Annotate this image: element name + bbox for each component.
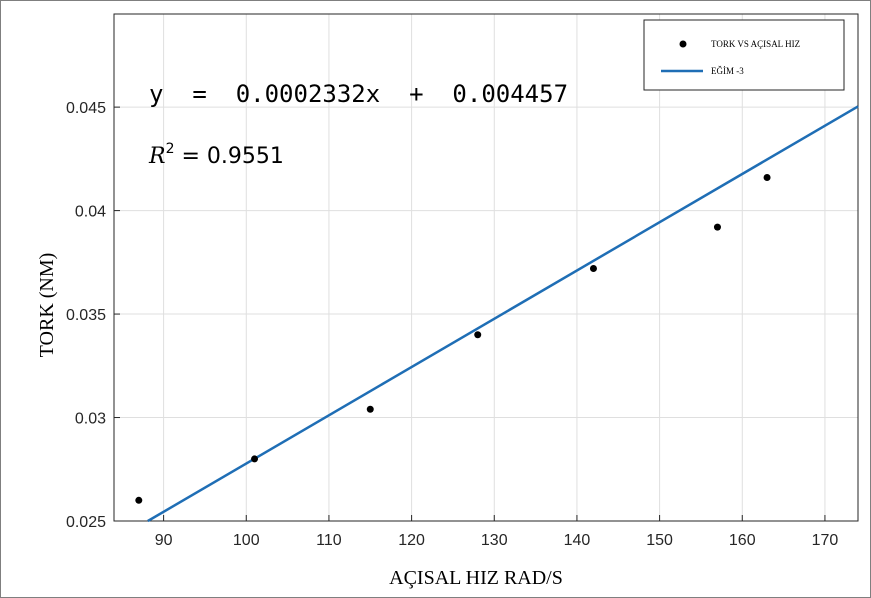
x-tick-label: 160 (729, 532, 756, 549)
legend-box (643, 19, 845, 91)
data-point (135, 496, 143, 504)
data-point (589, 265, 597, 273)
y-tick-label: 0.045 (66, 100, 106, 117)
x-tick-label: 150 (646, 532, 673, 549)
x-tick-label: 90 (155, 532, 173, 549)
legend: TORK VS AÇISAL HIZ EĞİM -3 (643, 19, 845, 91)
series-layer (135, 105, 859, 523)
r-squared-symbol: R (148, 144, 166, 169)
y-axis-title: TORK (NM) (36, 253, 58, 358)
legend-marker-scatter (679, 40, 687, 48)
data-point (474, 331, 482, 339)
y-tick-label: 0.03 (75, 411, 106, 428)
x-tick-label: 100 (233, 532, 260, 549)
plot-area (113, 13, 859, 522)
data-point (713, 223, 721, 231)
legend-label-scatter: TORK VS AÇISAL HIZ (711, 39, 800, 49)
r-squared-annotation: R2 = 0.9551 (148, 141, 284, 169)
y-tick-label: 0.025 (66, 514, 106, 531)
x-tick-label: 170 (812, 532, 839, 549)
x-tick-label: 110 (316, 532, 342, 549)
y-tick-label: 0.035 (66, 307, 106, 324)
data-point (366, 405, 374, 413)
r-squared-value: = 0.9551 (175, 144, 284, 169)
x-axis-ticks: 90 100 110 120 130 140 150 160 170 (155, 515, 839, 549)
r-squared-exponent: 2 (166, 141, 175, 157)
data-point (251, 455, 259, 463)
x-tick-label: 130 (481, 532, 508, 549)
data-point (763, 173, 771, 181)
grid (114, 14, 858, 522)
x-axis-title: AÇISAL HIZ RAD/S (389, 567, 563, 589)
x-tick-label: 140 (564, 532, 591, 549)
legend-label-line: EĞİM -3 (711, 66, 744, 76)
regression-line (147, 105, 859, 523)
y-tick-label: 0.04 (75, 204, 106, 221)
x-tick-label: 120 (398, 532, 425, 549)
y-axis-ticks: 0.025 0.03 0.035 0.04 0.045 (66, 100, 120, 531)
regression-equation: y = 0.0002332x + 0.004457 (149, 80, 568, 108)
